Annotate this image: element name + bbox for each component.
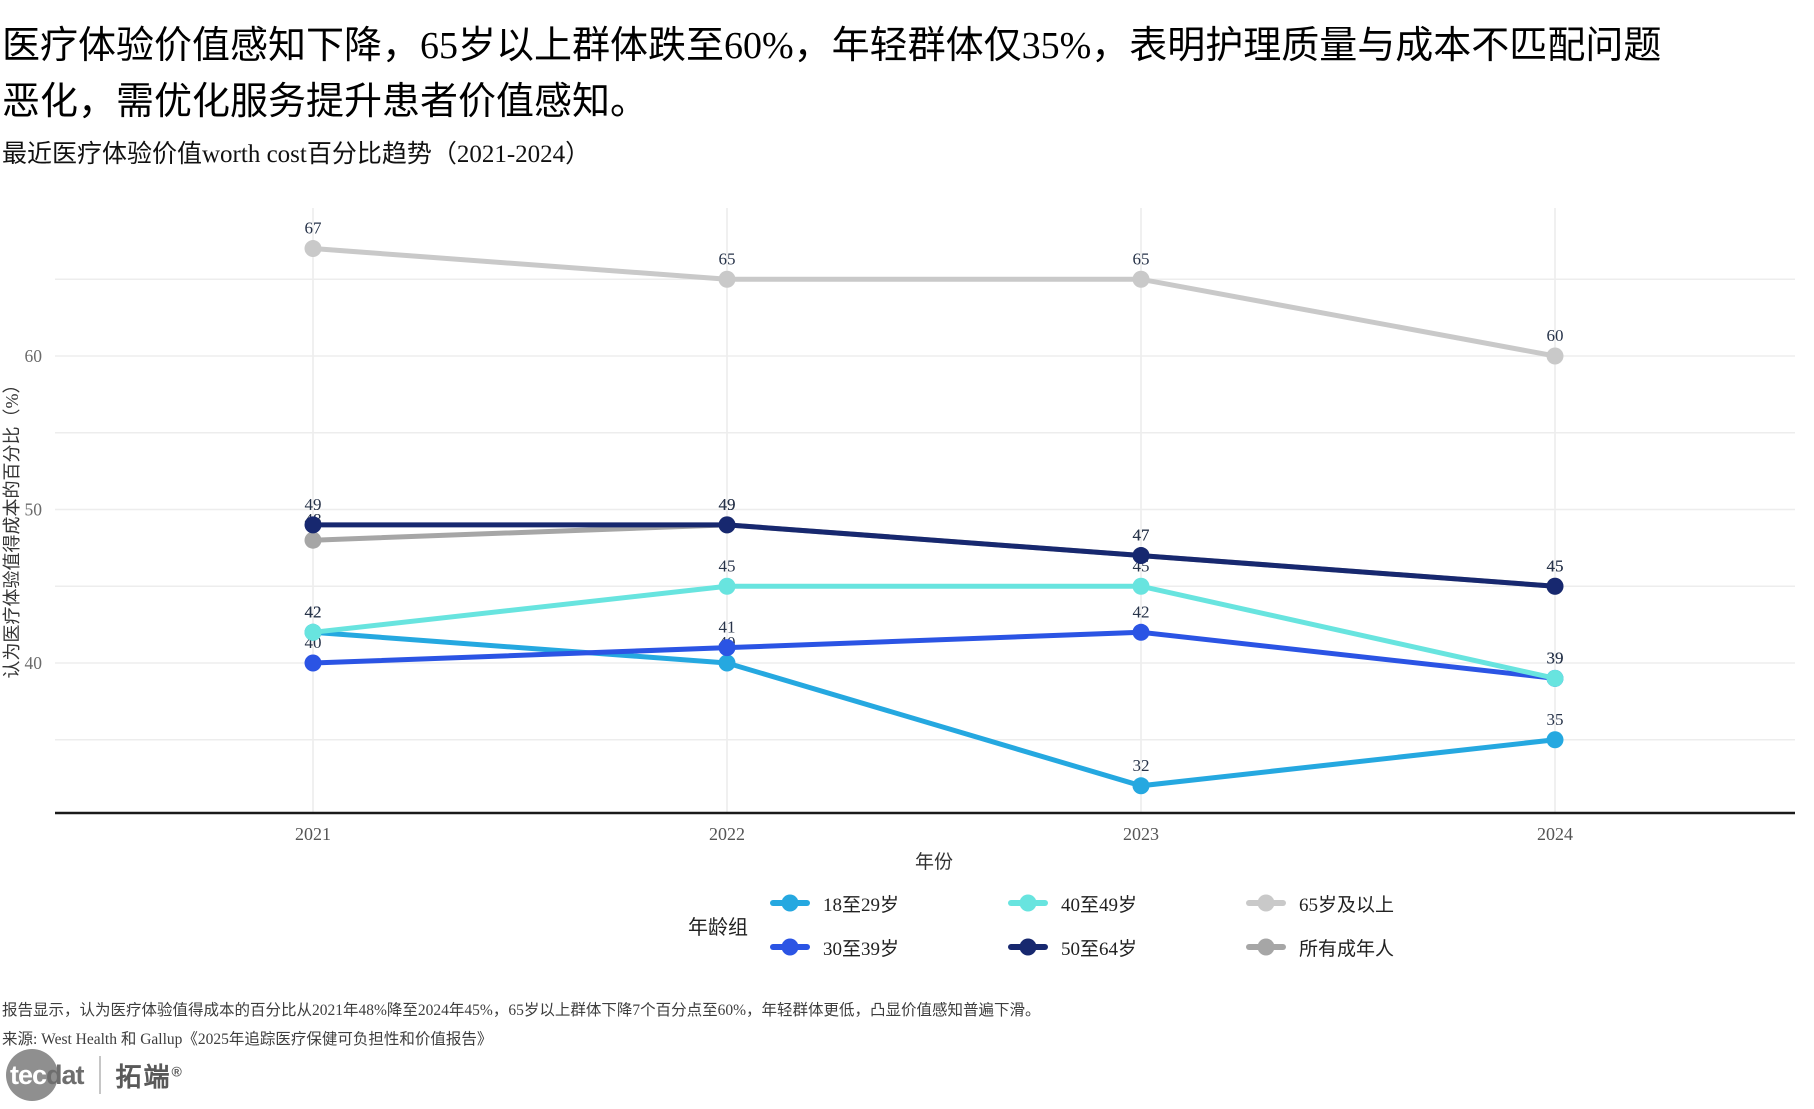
legend-marker-icon — [1246, 938, 1286, 956]
data-label-age-40-49: 39 — [1547, 648, 1564, 667]
data-label-all-adults: 47 — [1133, 526, 1151, 545]
registered-mark: ® — [171, 1062, 182, 1079]
data-point-age-65-plus — [304, 240, 322, 258]
data-point-age-50-64 — [304, 516, 322, 534]
data-point-age-30-39 — [1132, 623, 1150, 641]
logo-mark: tec dat — [6, 1048, 85, 1102]
data-point-age-40-49 — [1132, 577, 1150, 595]
series-line-all-adults — [310, 522, 1558, 589]
trend-chart: 40 50 60 2021 2022 2023 2024 年份 认为医疗体验值得成本的百分比（%… — [2, 208, 1795, 873]
legend: 年龄组 18至29岁 40至49岁 65岁及以上 30至39岁 50至64岁 所有成年人 — [688, 886, 1394, 964]
data-point-age-65-plus — [1132, 270, 1150, 288]
data-point-age-65-plus — [718, 270, 736, 288]
y-tick-label: 60 — [25, 346, 43, 366]
data-label-age-30-39: 39 — [1547, 648, 1564, 667]
logo-text-tec: tec — [10, 1059, 47, 1090]
data-label-age-65-plus: 60 — [1547, 326, 1564, 345]
data-label-age-30-39: 41 — [719, 618, 736, 637]
footnotes: 报告显示，认为医疗体验值得成本的百分比从2021年48%降至2024年45%，6… — [2, 1000, 1702, 1058]
y-axis-title: 认为医疗体验值得成本的百分比（%） — [2, 376, 22, 679]
data-label-age-65-plus: 65 — [1133, 249, 1150, 268]
data-point-age-18-29 — [718, 654, 736, 672]
chart-title: 最近医疗体验价值worth cost百分比趋势（2021-2024） — [2, 141, 591, 168]
logo-text-dat: dat — [46, 1059, 84, 1090]
legend-label: 30至39岁 — [823, 938, 900, 960]
chart-area: 40 50 60 2021 2022 2023 2024 年份 认为医疗体验值得成本的百分比（%… — [0, 172, 1814, 884]
source-text: 来源: West Health 和 Gallup《2025年追踪医疗保健可负担性… — [2, 1031, 493, 1048]
legend-item-age-50-64: 50至64岁 — [1008, 930, 1246, 964]
series-line-age-65-plus — [310, 246, 1558, 359]
series-line-age-40-49 — [310, 583, 1558, 681]
y-tick-label: 50 — [25, 500, 43, 520]
x-tick-label: 2024 — [1537, 824, 1573, 844]
data-label-all-adults: 49 — [719, 495, 736, 514]
data-label-age-40-49: 45 — [719, 556, 736, 575]
data-point-age-50-64 — [1132, 547, 1150, 565]
legend-marker-icon — [1008, 894, 1048, 912]
data-label-age-18-29: 35 — [1547, 710, 1564, 729]
legend-item-age-40-49: 40至49岁 — [1008, 886, 1246, 920]
legend-item-age-30-39: 30至39岁 — [770, 930, 1008, 964]
data-point-age-40-49 — [718, 577, 736, 595]
legend-item-age-65-plus: 65岁及以上 — [1246, 886, 1394, 920]
legend-marker-icon — [1246, 894, 1286, 912]
series-line-age-50-64 — [310, 522, 1558, 589]
legend-item-age-18-29: 18至29岁 — [770, 886, 1008, 920]
data-point-age-30-39 — [718, 639, 736, 657]
data-label-age-65-plus: 67 — [305, 219, 323, 238]
x-tick-label: 2023 — [1123, 824, 1159, 844]
legend-label: 50至64岁 — [1061, 938, 1138, 960]
data-label-all-adults: 45 — [1547, 556, 1564, 575]
y-tick-label: 40 — [25, 653, 43, 673]
logo-divider — [98, 1056, 101, 1094]
legend-grid: 18至29岁 40至49岁 65岁及以上 30至39岁 50至64岁 所有成年人 — [770, 886, 1394, 964]
data-point-age-40-49 — [1546, 669, 1564, 687]
page-title-line2: 恶化，需优化服务提升患者价值感知。 — [2, 81, 649, 123]
x-tick-label: 2022 — [709, 824, 745, 844]
data-label-age-50-64: 47 — [1133, 526, 1151, 545]
data-label-age-18-29: 42 — [305, 602, 322, 621]
legend-label: 18至29岁 — [823, 894, 900, 916]
data-label-age-30-39: 42 — [1133, 602, 1150, 621]
series-line-age-30-39 — [310, 629, 1558, 681]
data-label-age-50-64: 45 — [1547, 556, 1564, 575]
tecdat-logo: tec dat 拓端® — [6, 1048, 182, 1102]
data-point-age-50-64 — [718, 516, 736, 534]
data-label-age-40-49: 42 — [305, 602, 322, 621]
legend-label: 40至49岁 — [1061, 894, 1138, 916]
legend-marker-icon — [770, 938, 810, 956]
legend-marker-icon — [1008, 938, 1048, 956]
page-title: 医疗体验价值感知下降，65岁以上群体跌至60%，年轻群体仅35%，表明护理质量与… — [2, 18, 1782, 130]
legend-label: 所有成年人 — [1299, 938, 1395, 960]
x-axis-title: 年份 — [915, 851, 953, 873]
legend-marker-icon — [770, 894, 810, 912]
legend-title: 年龄组 — [688, 916, 748, 939]
legend-label: 65岁及以上 — [1299, 894, 1395, 916]
logo-text-cn: 拓端® — [115, 1061, 182, 1092]
footnote-text: 报告显示，认为医疗体验值得成本的百分比从2021年48%降至2024年45%，6… — [2, 1002, 1041, 1019]
data-point-age-30-39 — [304, 654, 322, 672]
series-line-age-18-29 — [310, 629, 1558, 789]
data-point-age-65-plus — [1546, 347, 1564, 365]
data-label-age-65-plus: 65 — [719, 249, 736, 268]
data-point-age-40-49 — [304, 623, 322, 641]
data-label-age-18-29: 32 — [1133, 756, 1150, 775]
legend-item-all-adults: 所有成年人 — [1246, 930, 1394, 964]
x-tick-label: 2021 — [295, 824, 331, 844]
data-point-age-18-29 — [1546, 731, 1564, 749]
data-point-all-adults — [304, 531, 322, 549]
data-label-age-50-64: 49 — [305, 495, 322, 514]
page-title-line1: 医疗体验价值感知下降，65岁以上群体跌至60%，年轻群体仅35%，表明护理质量与… — [2, 25, 1662, 67]
data-point-age-18-29 — [1132, 777, 1150, 795]
data-label-age-50-64: 49 — [719, 495, 736, 514]
data-point-age-50-64 — [1546, 577, 1564, 595]
